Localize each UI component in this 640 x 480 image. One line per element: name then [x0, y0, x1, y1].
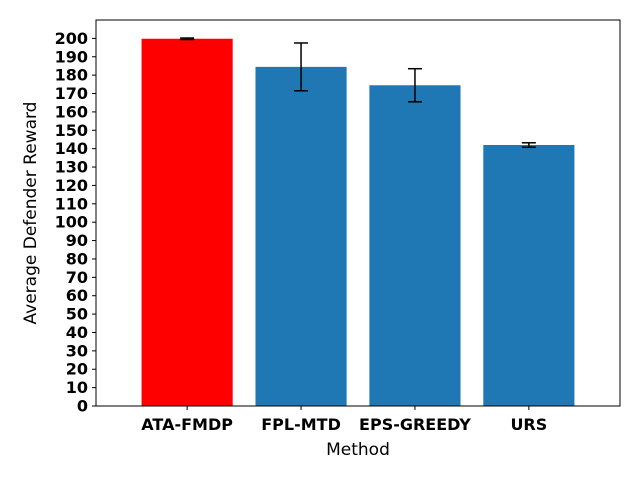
error-bar-fpl-mtd — [294, 42, 309, 92]
y-tick-label: 70 — [66, 268, 88, 287]
x-axis: ATA-FMDP FPL-MTD EPS-GREEDY URS — [141, 406, 547, 434]
y-tick-label: 150 — [55, 121, 88, 140]
x-tick-label: URS — [510, 415, 547, 434]
x-axis-label: Method — [326, 440, 390, 460]
y-tick-label: 200 — [55, 29, 88, 48]
y-tick-label: 10 — [66, 378, 88, 397]
y-tick-label: 80 — [66, 249, 88, 268]
y-tick-label: 140 — [55, 139, 88, 158]
y-tick-label: 160 — [55, 102, 88, 121]
bar-ata-fmdp — [141, 38, 233, 407]
y-tick-label: 190 — [55, 47, 88, 66]
y-tick-label: 120 — [55, 176, 88, 195]
y-tick-label: 130 — [55, 158, 88, 177]
y-tick-label: 30 — [66, 341, 88, 360]
error-bar-ata-fmdp — [180, 37, 195, 41]
y-axis-label: Average Defender Reward — [21, 102, 41, 325]
y-axis: 0102030405060708090100110120130140150160… — [55, 29, 96, 416]
bar-urs — [483, 144, 575, 406]
y-tick-label: 180 — [55, 66, 88, 85]
y-tick-label: 100 — [55, 213, 88, 232]
error-bars-layer — [180, 37, 536, 148]
plot-frame — [95, 19, 621, 407]
y-tick-label: 20 — [66, 360, 88, 379]
error-bar-eps-greedy — [407, 67, 422, 103]
bars-layer — [141, 38, 575, 407]
y-tick-label: 50 — [66, 305, 88, 324]
x-tick-label: EPS-GREEDY — [359, 415, 471, 434]
y-tick-label: 40 — [66, 323, 88, 342]
bar-eps-greedy — [369, 85, 461, 406]
y-tick-label: 170 — [55, 84, 88, 103]
error-bar-urs — [521, 142, 536, 148]
bar-fpl-mtd — [255, 66, 347, 406]
y-tick-label: 60 — [66, 286, 88, 305]
y-tick-label: 90 — [66, 231, 88, 250]
y-tick-label: 0 — [77, 397, 88, 416]
y-tick-label: 110 — [55, 194, 88, 213]
x-tick-label: ATA-FMDP — [141, 415, 233, 434]
x-tick-label: FPL-MTD — [261, 415, 341, 434]
